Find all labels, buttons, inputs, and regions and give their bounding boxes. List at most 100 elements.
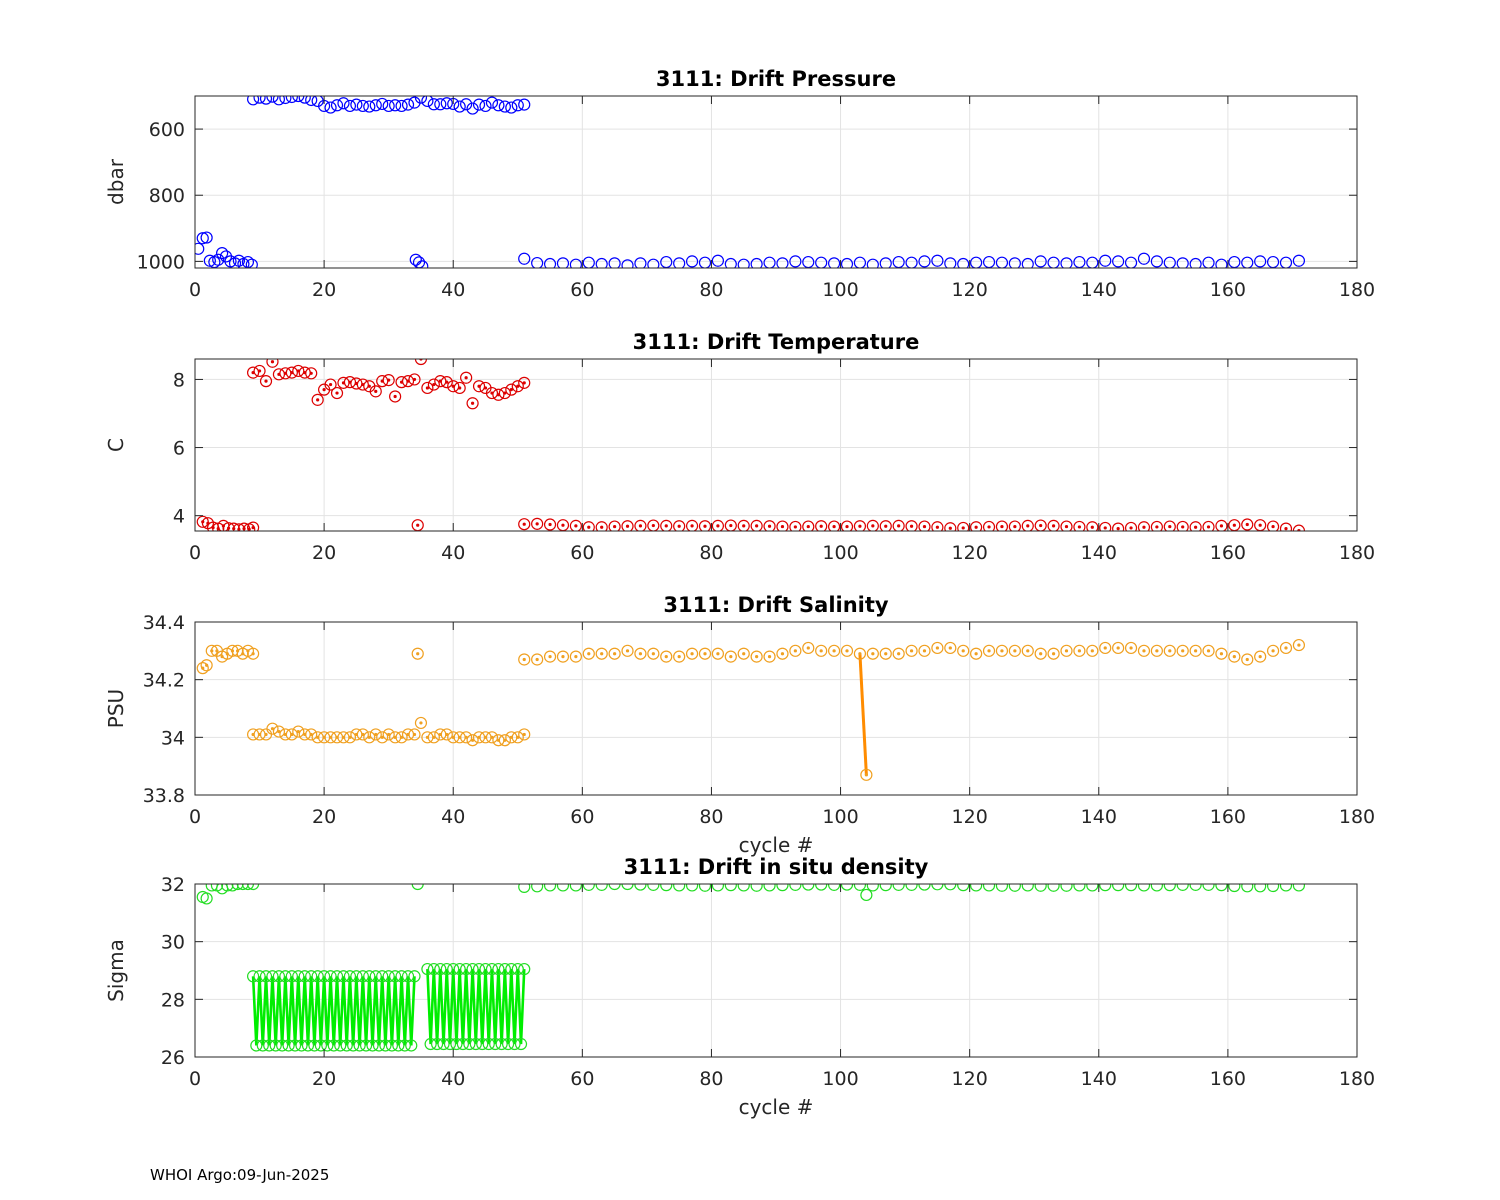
x-tick-label: 120 — [952, 279, 988, 301]
y-tick-label: 28 — [161, 989, 185, 1011]
data-point — [343, 970, 357, 983]
data-point — [621, 644, 634, 657]
data-point — [379, 1039, 392, 1052]
data-point — [216, 247, 229, 260]
data-point-dot — [845, 649, 849, 653]
data-point — [195, 242, 205, 255]
data-point — [1228, 650, 1241, 663]
data-point — [750, 519, 763, 531]
data-point-dot — [322, 388, 326, 392]
data-point — [802, 884, 815, 891]
data-point — [382, 970, 395, 983]
data-point-dot — [1232, 655, 1236, 659]
data-point — [879, 884, 892, 892]
y-tick-label: 30 — [161, 932, 185, 954]
data-point — [1292, 254, 1306, 267]
y-tick-label: 34.4 — [143, 612, 185, 634]
data-point — [376, 97, 389, 111]
data-point-dot — [328, 382, 333, 387]
data-point-dot — [897, 524, 901, 528]
data-point — [840, 884, 854, 891]
x-axis-label: cycle # — [739, 1095, 814, 1119]
data-point — [447, 962, 460, 976]
data-point — [247, 366, 260, 379]
series-pressure — [195, 96, 1306, 268]
chart-title: 3111: Drift Temperature — [633, 330, 920, 354]
data-point-dot — [1064, 649, 1069, 653]
data-point — [318, 970, 331, 983]
data-point — [582, 647, 595, 660]
data-point — [970, 521, 983, 531]
data-point — [395, 731, 408, 744]
data-point-dot — [416, 652, 420, 656]
series-temperature — [196, 359, 1305, 531]
data-point — [918, 520, 931, 531]
data-point-dot — [1155, 525, 1159, 529]
y-tick-label: 34 — [161, 727, 185, 749]
data-point-dot — [1206, 649, 1211, 653]
footer-stamp: WHOI Argo:09-Jun-2025 — [150, 1166, 330, 1184]
data-point — [595, 521, 608, 531]
data-point — [1150, 644, 1163, 657]
data-point — [647, 519, 660, 531]
data-point-dot — [522, 522, 526, 526]
data-point — [879, 647, 892, 660]
data-point — [569, 258, 582, 268]
data-point — [853, 520, 867, 531]
data-point — [466, 734, 479, 747]
data-point-dot — [587, 652, 591, 656]
data-point — [1202, 644, 1215, 657]
x-tick-label: 160 — [1210, 1068, 1246, 1090]
axes-box — [194, 358, 1358, 532]
data-point-dot — [535, 657, 539, 662]
data-point — [424, 1037, 437, 1051]
data-point — [1279, 522, 1293, 531]
data-point — [460, 371, 473, 384]
data-point — [392, 1039, 405, 1052]
data-point — [995, 644, 1009, 657]
data-point — [918, 644, 931, 657]
data-point — [479, 99, 492, 113]
data-point — [879, 257, 892, 268]
data-point — [356, 99, 369, 113]
data-point-dot — [458, 386, 462, 390]
data-point-dot — [987, 525, 991, 529]
data-point-dot — [1245, 522, 1249, 527]
data-point-dot — [935, 646, 939, 650]
data-point — [247, 884, 260, 891]
data-point-dot — [251, 525, 255, 530]
data-point — [827, 644, 841, 657]
data-point — [511, 380, 524, 393]
data-point — [905, 884, 918, 891]
data-point — [724, 884, 737, 892]
data-point-dot — [522, 732, 526, 737]
x-tick-label: 40 — [441, 279, 465, 301]
data-point-dot — [1155, 649, 1159, 653]
x-tick-label: 120 — [952, 806, 988, 828]
data-point — [463, 1037, 476, 1051]
data-point — [343, 376, 357, 389]
data-point — [608, 884, 621, 891]
data-point-dot — [270, 360, 275, 364]
data-point — [931, 521, 944, 531]
data-point — [1215, 519, 1228, 531]
data-point — [453, 100, 466, 113]
data-point — [711, 519, 724, 531]
series-line — [858, 653, 868, 775]
data-point — [453, 381, 466, 395]
data-point-dot — [1039, 523, 1043, 528]
data-point — [427, 962, 440, 976]
data-point-dot — [755, 524, 759, 528]
data-point-dot — [884, 652, 888, 656]
data-point-dot — [1129, 526, 1133, 530]
data-point-dot — [548, 522, 552, 527]
data-point — [1112, 641, 1125, 655]
data-point — [634, 884, 647, 891]
data-point — [866, 884, 879, 892]
data-point — [292, 970, 305, 983]
data-point-dot — [742, 652, 746, 656]
data-point — [815, 520, 828, 531]
data-point — [398, 1039, 411, 1052]
data-point-dot — [864, 773, 868, 777]
data-point — [469, 1037, 482, 1051]
